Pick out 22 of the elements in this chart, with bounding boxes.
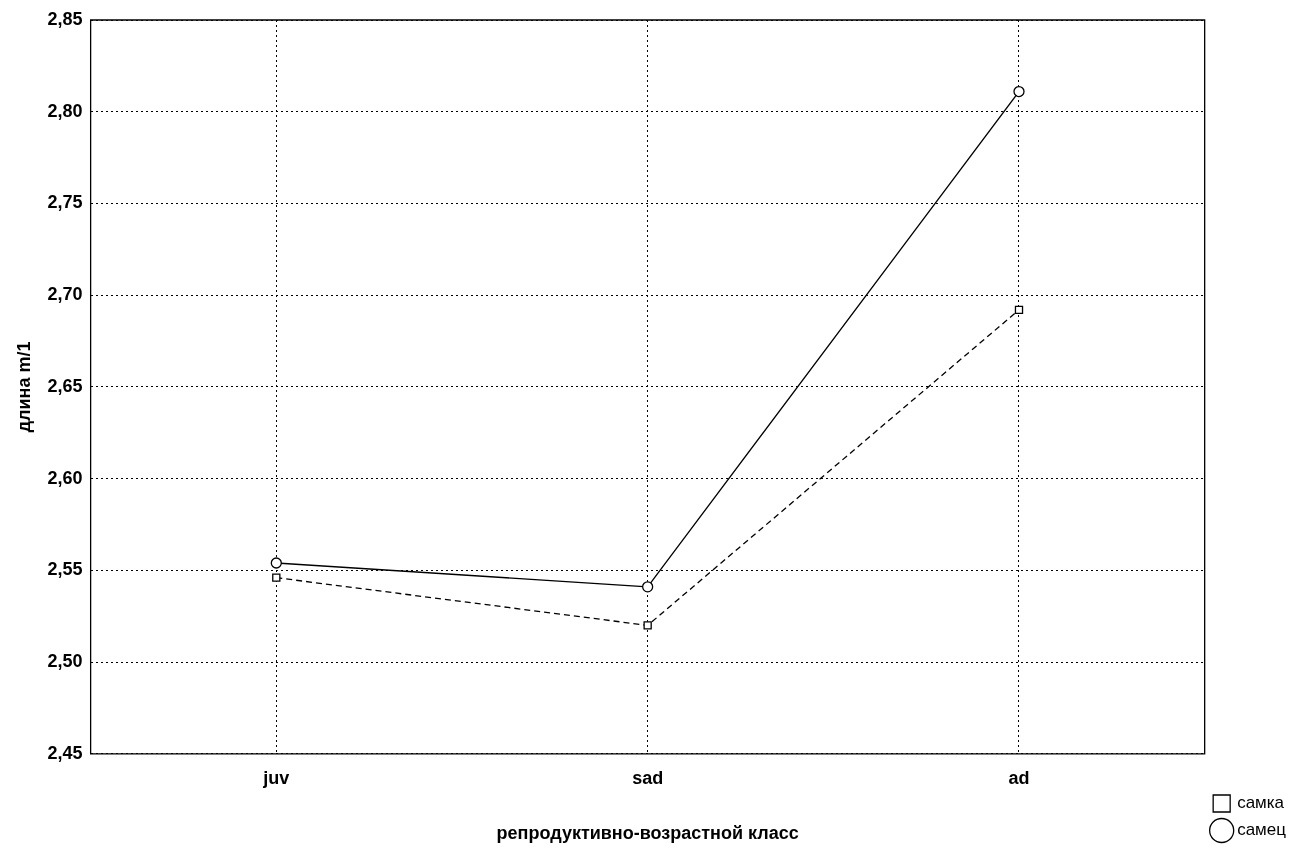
x-tick-label: juv (262, 767, 290, 788)
y-tick-label: 2,75 (47, 192, 83, 213)
y-tick-label: 2,85 (47, 8, 83, 29)
y-axis-title: длина m/1 (13, 341, 34, 433)
point (272, 573, 281, 582)
x-tick-label: ad (1008, 767, 1030, 788)
y-tick-label: 2,45 (47, 742, 83, 763)
y-tick-label: 2,50 (47, 651, 83, 672)
x-axis-title: репродуктивно-возрастной класс (496, 823, 799, 844)
y-tick-label: 2,80 (47, 100, 83, 121)
point (642, 581, 654, 593)
legend-label: самец (1237, 820, 1287, 840)
point (1013, 85, 1025, 98)
y-tick-label: 2,60 (47, 467, 83, 488)
point (643, 621, 652, 630)
y-tick-label: 2,70 (47, 284, 83, 305)
legend-label: самка (1237, 793, 1285, 813)
point (1014, 305, 1024, 315)
point (270, 557, 282, 569)
y-tick-label: 2,55 (47, 559, 83, 580)
x-tick-label: sad (632, 767, 664, 788)
y-tick-label: 2,65 (47, 375, 83, 396)
